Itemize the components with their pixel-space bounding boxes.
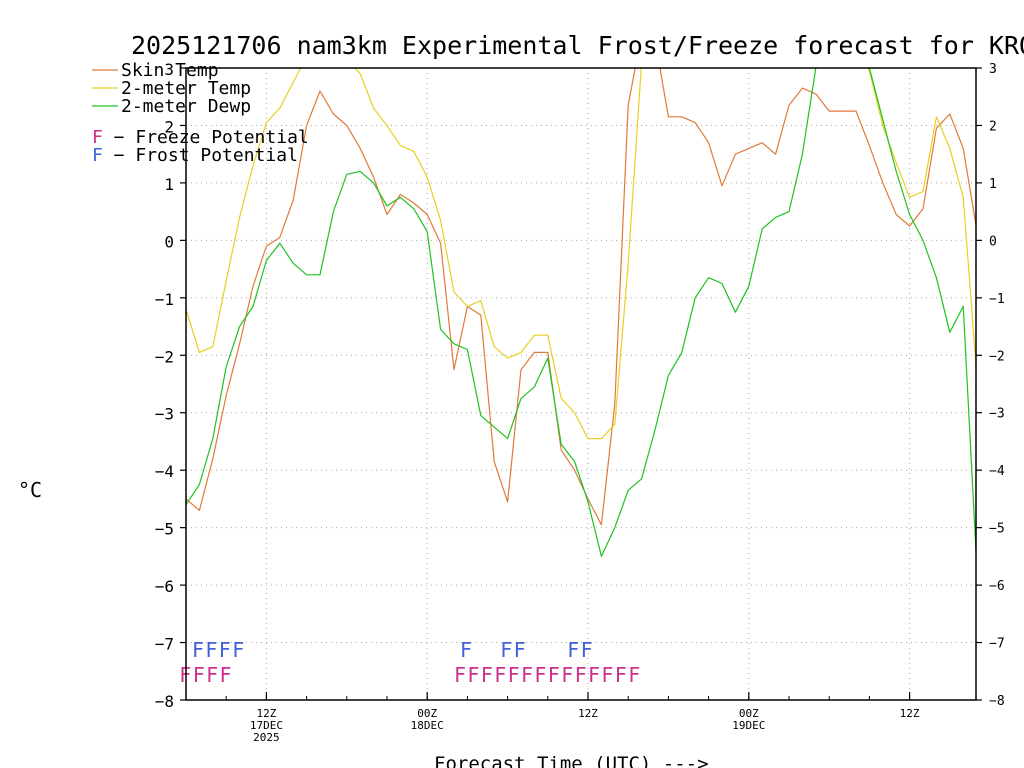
frost-flag: F [567,638,579,662]
y-tick-label-right: −1 [989,292,1005,307]
x-tick-label: 00Z [417,707,437,720]
freeze-flag: F [481,663,493,687]
x-tick-label: 17DEC [250,719,283,732]
grid-lines [186,68,976,700]
freeze-flag: F [454,663,466,687]
legend-label: 2-meter Temp [121,78,251,99]
y-tick-label: −6 [155,577,174,596]
legend-potential-text: − Frost Potential [103,145,298,166]
freeze-flag: F [548,663,560,687]
chart-title: 2025121706 nam3km Experimental Frost/Fre… [131,31,1024,60]
y-tick-label-right: 2 [989,119,997,134]
y-tick-label: −2 [155,347,174,366]
x-axis-label: Forecast Time (UTC) ---> [434,753,709,768]
freeze-flag: F [615,663,627,687]
freeze-flag: F [534,663,546,687]
y-tick-label-right: 1 [989,177,997,192]
series-line-skin-temp [186,68,976,526]
frost-flag: F [219,638,231,662]
x-tick-label: 2025 [253,731,280,744]
x-tick-label: 12Z [900,707,920,720]
plot-frame [185,67,977,701]
x-tick-label: 19DEC [732,719,765,732]
y-tick-label: 3 [164,60,174,79]
y-tick-label: −1 [155,290,174,309]
freeze-flag: F [521,663,533,687]
y-tick-label: −5 [155,520,174,539]
legend-potential-letter: F [92,145,103,166]
y-tick-label-right: −7 [989,637,1005,652]
legend-label: Skin Temp [121,60,219,81]
freeze-flag: F [628,663,640,687]
frost-flag: F [460,638,472,662]
y-tick-label-right: 0 [989,234,997,249]
y-axis-right-ticks: 3 2 1 0 −1 −2 −3 −4 −5 −6 −7 −8 [976,62,1005,709]
x-tick-label: 12Z [256,707,276,720]
frost-flag: F [514,638,526,662]
series-lines [186,68,976,563]
y-tick-label-right: −4 [989,464,1005,479]
frost-flag: F [192,638,204,662]
x-tick-label: 00Z [739,707,759,720]
y-tick-label: −7 [155,635,174,654]
y-axis-left-ticks: 3 2 1 0 −1 −2 −3 −4 −5 −6 −7 −8 [155,60,186,711]
x-tick-label: 12Z [578,707,598,720]
y-tick-label: 2 [164,117,174,136]
series-line-2-meter-temp [186,68,976,440]
y-tick-label-right: 3 [989,62,997,77]
y-tick-label: 1 [164,175,174,194]
y-tick-label: −4 [155,462,174,481]
frost-flag: F [500,638,512,662]
freeze-flag: F [193,663,205,687]
legend-label: 2-meter Dewp [121,96,251,117]
freeze-flag: F [508,663,520,687]
y-tick-label-right: −2 [989,349,1005,364]
freeze-flag: F [220,663,232,687]
frost-freeze-flags: F F F F F F F F FF F F F F F F F F F F F F F F F F F [179,638,640,687]
x-tick-label: 18DEC [411,719,444,732]
freeze-flag: F [206,663,218,687]
freeze-flag: F [561,663,573,687]
legend-potential-text: − Freeze Potential [103,127,309,148]
legend-potential-label: F − Freeze Potential [92,127,309,148]
series-line-2-meter-dewp [186,68,976,563]
legend-potential-label: F − Frost Potential [92,145,298,166]
freeze-flag: F [575,663,587,687]
y-tick-label: −3 [155,405,174,424]
frost-flag: F [205,638,217,662]
freeze-flag: F [588,663,600,687]
y-tick-label-right: −5 [989,522,1005,537]
freeze-flag: F [467,663,479,687]
frost-flag: F [581,638,593,662]
legend-potential-letter: F [92,127,103,148]
y-tick-label-right: −8 [989,694,1005,709]
y-tick-label-right: −3 [989,407,1005,422]
y-tick-label-right: −6 [989,579,1005,594]
freeze-flag: F [494,663,506,687]
freeze-flag: F [601,663,613,687]
y-axis-unit-label: °C [18,478,42,502]
y-tick-label: −8 [155,692,174,711]
frost-flag: F [232,638,244,662]
y-tick-label: 0 [164,232,174,251]
